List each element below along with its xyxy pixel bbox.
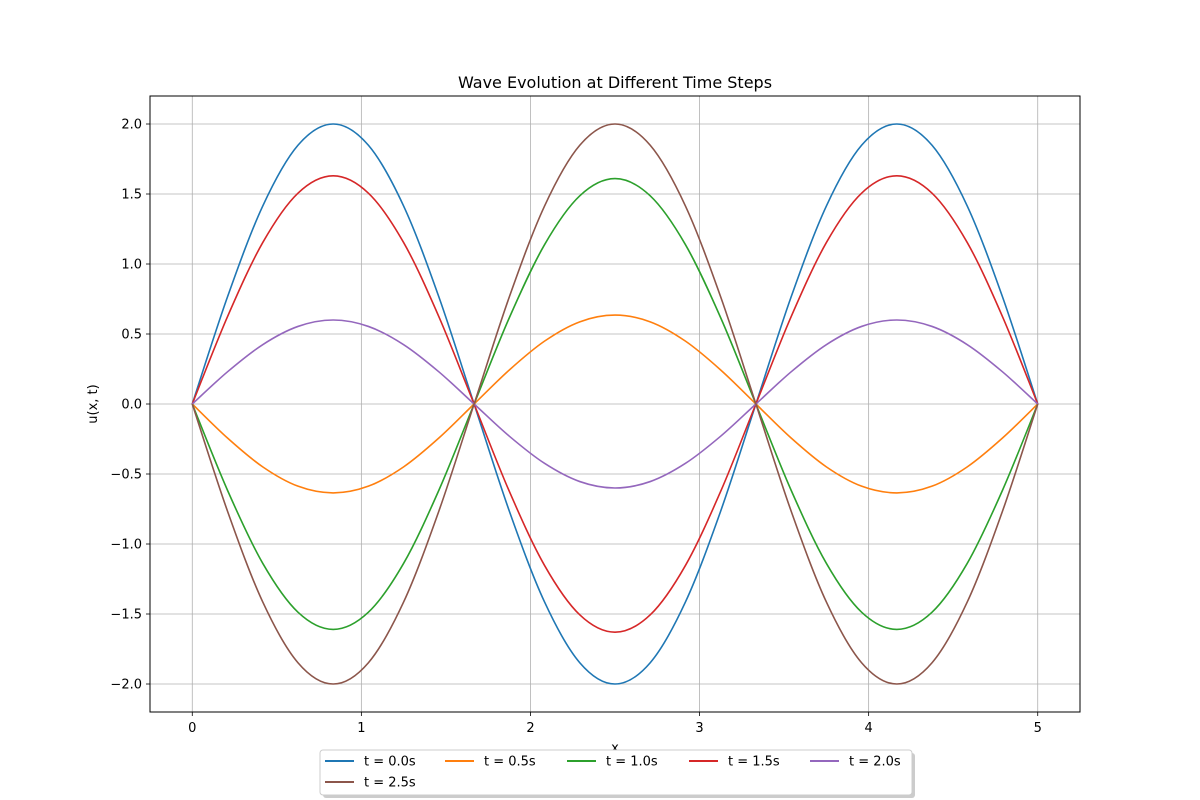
y-tick-label: 1.5 xyxy=(121,188,142,203)
series-line-0 xyxy=(191,123,1039,685)
x-tick-label: 1 xyxy=(357,721,365,736)
legend-label-4: t = 2.0s xyxy=(849,755,901,770)
y-tick-label: −1.0 xyxy=(110,538,142,553)
grid-lines xyxy=(150,96,1080,712)
series-line-2 xyxy=(191,177,1039,631)
legend-label-0: t = 0.0s xyxy=(364,755,416,770)
legend-label-2: t = 1.0s xyxy=(606,755,658,770)
series-line-1 xyxy=(191,314,1039,494)
x-tick-label: 4 xyxy=(864,721,872,736)
series-line-4 xyxy=(191,319,1039,489)
y-tick-label: 0.5 xyxy=(121,328,142,343)
x-axis-label: x xyxy=(611,741,619,756)
y-axis-label: u(x, t) xyxy=(86,384,101,423)
y-tick-label: −2.0 xyxy=(110,678,142,693)
legend: t = 0.0s t = 0.5s t = 1.0s t = 1.5s t = 2.0s… xyxy=(319,749,915,798)
axis-ticks: 0 1 2 3 4 5 −2.0 −1.5 −1.0 −0.5 0.0 0.5 1.0 1.5 2.0 xyxy=(110,118,1041,737)
x-tick-label: 3 xyxy=(695,721,703,736)
legend-label-5: t = 2.5s xyxy=(364,776,416,791)
legend-label-3: t = 1.5s xyxy=(728,755,780,770)
y-tick-label: −0.5 xyxy=(110,468,142,483)
series-line-3 xyxy=(191,175,1039,633)
x-tick-label: 0 xyxy=(188,721,196,736)
y-tick-label: 1.0 xyxy=(121,258,142,273)
chart-title: Wave Evolution at Different Time Steps xyxy=(458,73,772,92)
x-tick-label: 2 xyxy=(526,721,534,736)
series-lines xyxy=(191,123,1039,685)
y-tick-label: 2.0 xyxy=(121,118,142,133)
x-tick-label: 5 xyxy=(1034,721,1042,736)
series-line-5 xyxy=(191,123,1039,685)
y-tick-label: 0.0 xyxy=(121,398,142,413)
legend-label-1: t = 0.5s xyxy=(484,755,536,770)
y-tick-label: −1.5 xyxy=(110,608,142,623)
